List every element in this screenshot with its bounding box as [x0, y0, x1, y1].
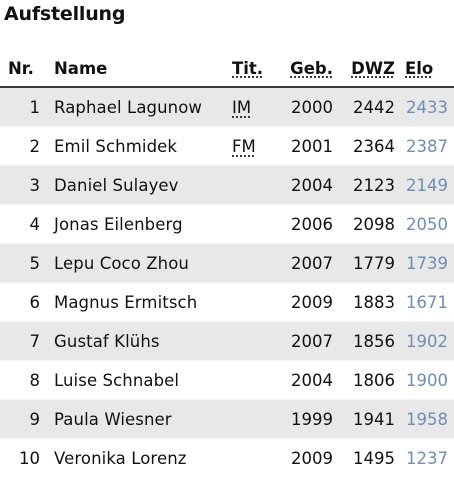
table-row: 8 Luise Schnabel 2004 1806 1900	[0, 361, 454, 400]
player-birth-year: 2007	[276, 322, 337, 361]
player-number: 8	[0, 361, 48, 400]
player-name: Luise Schnabel	[48, 361, 228, 400]
player-birth-year: 2009	[276, 283, 337, 322]
player-elo-link[interactable]: 1958	[406, 410, 448, 429]
player-title-cell	[228, 400, 276, 439]
player-name: Jonas Eilenberg	[48, 205, 228, 244]
table-row: 5 Lepu Coco Zhou 2007 1779 1739	[0, 244, 454, 283]
column-header-elo[interactable]: Elo	[399, 50, 454, 87]
player-name: Magnus Ermitsch	[48, 283, 228, 322]
player-name: Raphael Lagunow	[48, 87, 228, 127]
table-row: 4 Jonas Eilenberg 2006 2098 2050	[0, 205, 454, 244]
lineup-table: Nr. Name Tit. Geb. DWZ Elo 1 Raphael Lag…	[0, 50, 454, 477]
player-birth-year: 2007	[276, 244, 337, 283]
player-name: Gustaf Klühs	[48, 322, 228, 361]
player-elo-cell: 1739	[399, 244, 454, 283]
player-elo-link[interactable]: 1900	[406, 371, 448, 390]
player-elo-link[interactable]: 1902	[406, 332, 448, 351]
player-dwz: 1856	[337, 322, 399, 361]
column-header-birth-year[interactable]: Geb.	[276, 50, 337, 87]
player-birth-year: 2009	[276, 439, 337, 477]
dwz-abbreviation[interactable]: DWZ	[351, 59, 395, 78]
player-dwz: 1779	[337, 244, 399, 283]
player-name: Paula Wiesner	[48, 400, 228, 439]
column-header-nr[interactable]: Nr.	[0, 50, 48, 87]
table-body: 1 Raphael Lagunow IM 2000 2442 2433 2 Em…	[0, 87, 454, 477]
player-birth-year: 2006	[276, 205, 337, 244]
table-row: 10 Veronika Lorenz 2009 1495 1237	[0, 439, 454, 477]
player-elo-link[interactable]: 1739	[406, 254, 448, 273]
player-elo-link[interactable]: 2149	[406, 176, 448, 195]
player-elo-link[interactable]: 2050	[406, 215, 448, 234]
column-header-name[interactable]: Name	[48, 50, 228, 87]
player-dwz: 1883	[337, 283, 399, 322]
player-title-cell: FM	[228, 127, 276, 166]
birth-year-abbreviation[interactable]: Geb.	[290, 59, 333, 78]
player-name: Lepu Coco Zhou	[48, 244, 228, 283]
player-elo-link[interactable]: 1237	[406, 449, 448, 468]
player-number: 6	[0, 283, 48, 322]
table-header: Nr. Name Tit. Geb. DWZ Elo	[0, 50, 454, 87]
player-birth-year: 2004	[276, 166, 337, 205]
player-elo-cell: 1958	[399, 400, 454, 439]
player-dwz: 2364	[337, 127, 399, 166]
player-title[interactable]: FM	[232, 137, 256, 156]
player-name: Veronika Lorenz	[48, 439, 228, 477]
player-title-cell: IM	[228, 87, 276, 127]
player-name: Emil Schmidek	[48, 127, 228, 166]
table-row: 9 Paula Wiesner 1999 1941 1958	[0, 400, 454, 439]
player-elo-cell: 1237	[399, 439, 454, 477]
player-birth-year: 2001	[276, 127, 337, 166]
player-elo-cell: 2149	[399, 166, 454, 205]
player-birth-year: 2000	[276, 87, 337, 127]
player-elo-link[interactable]: 2433	[406, 98, 448, 117]
player-title-cell	[228, 166, 276, 205]
player-name: Daniel Sulayev	[48, 166, 228, 205]
table-row: 2 Emil Schmidek FM 2001 2364 2387	[0, 127, 454, 166]
player-birth-year: 2004	[276, 361, 337, 400]
player-title-cell	[228, 244, 276, 283]
player-dwz: 1495	[337, 439, 399, 477]
player-number: 3	[0, 166, 48, 205]
player-elo-cell: 2050	[399, 205, 454, 244]
player-number: 5	[0, 244, 48, 283]
column-header-title[interactable]: Tit.	[228, 50, 276, 87]
player-number: 2	[0, 127, 48, 166]
table-row: 1 Raphael Lagunow IM 2000 2442 2433	[0, 87, 454, 127]
player-dwz: 2123	[337, 166, 399, 205]
title-abbreviation[interactable]: Tit.	[232, 59, 263, 78]
table-row: 7 Gustaf Klühs 2007 1856 1902	[0, 322, 454, 361]
table-row: 3 Daniel Sulayev 2004 2123 2149	[0, 166, 454, 205]
player-dwz: 2098	[337, 205, 399, 244]
page-title: Aufstellung	[4, 1, 125, 27]
player-elo-cell: 2433	[399, 87, 454, 127]
player-number: 9	[0, 400, 48, 439]
player-elo-cell: 1900	[399, 361, 454, 400]
player-number: 1	[0, 87, 48, 127]
player-dwz: 1806	[337, 361, 399, 400]
player-number: 4	[0, 205, 48, 244]
elo-abbreviation[interactable]: Elo	[405, 59, 433, 78]
player-title-cell	[228, 283, 276, 322]
player-number: 7	[0, 322, 48, 361]
player-elo-link[interactable]: 2387	[406, 137, 448, 156]
player-elo-cell: 1671	[399, 283, 454, 322]
player-title-cell	[228, 205, 276, 244]
player-elo-link[interactable]: 1671	[406, 293, 448, 312]
header-row: Nr. Name Tit. Geb. DWZ Elo	[0, 50, 454, 87]
player-title[interactable]: IM	[232, 98, 251, 117]
player-elo-cell: 2387	[399, 127, 454, 166]
player-title-cell	[228, 361, 276, 400]
table-row: 6 Magnus Ermitsch 2009 1883 1671	[0, 283, 454, 322]
player-birth-year: 1999	[276, 400, 337, 439]
player-dwz: 2442	[337, 87, 399, 127]
player-title-cell	[228, 322, 276, 361]
player-title-cell	[228, 439, 276, 477]
column-header-dwz[interactable]: DWZ	[337, 50, 399, 87]
player-elo-cell: 1902	[399, 322, 454, 361]
player-dwz: 1941	[337, 400, 399, 439]
player-number: 10	[0, 439, 48, 477]
